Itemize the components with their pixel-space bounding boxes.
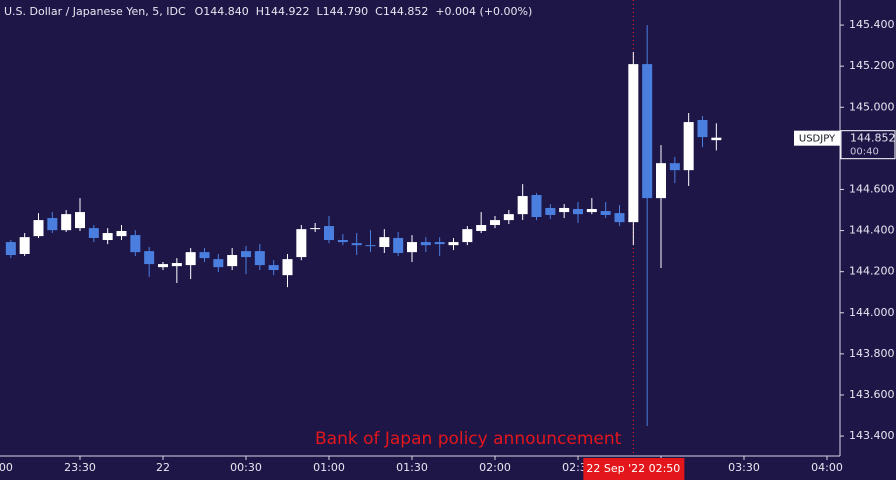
candle-body xyxy=(75,212,85,229)
y-tick-label: 145.200 xyxy=(849,59,895,72)
candle-body xyxy=(365,245,376,247)
candle-body xyxy=(241,251,251,258)
candle-body xyxy=(420,242,431,246)
x-tick-label: 01:00 xyxy=(313,461,345,474)
x-tick-label: 22 xyxy=(156,461,170,474)
y-tick-label: 143.800 xyxy=(849,347,895,360)
candle-body xyxy=(656,163,666,199)
candle-body xyxy=(351,243,362,246)
candle-body xyxy=(448,242,459,246)
candle-body xyxy=(296,229,307,258)
x-tick-label: 01:30 xyxy=(396,461,428,474)
candle-body xyxy=(545,207,556,215)
candle-body xyxy=(559,207,570,213)
y-tick-label: 145.000 xyxy=(849,100,895,113)
candle-body xyxy=(586,208,597,213)
candle-body xyxy=(61,214,72,231)
candle-body xyxy=(683,122,694,171)
candle-body xyxy=(282,259,293,276)
candle-body xyxy=(33,220,44,237)
chart-title: U.S. Dollar / Japanese Yen, 5, IDC xyxy=(4,5,186,18)
candle-body xyxy=(254,251,265,266)
symbol-tag-bg xyxy=(794,130,840,146)
x-tick-label: 02:00 xyxy=(479,461,511,474)
x-tick-label: 04:00 xyxy=(811,461,843,474)
countdown: 00:40 xyxy=(850,147,879,158)
candle-body xyxy=(130,235,141,253)
ohlc-value: +0.004 (+0.00%) xyxy=(435,5,532,18)
annotation: Bank of Japan policy announcement xyxy=(315,429,622,449)
y-tick-label: 144.400 xyxy=(849,224,895,237)
candle-body xyxy=(158,264,168,268)
candle-body xyxy=(227,255,238,267)
candle-body xyxy=(476,225,487,231)
candle-body xyxy=(324,226,334,241)
candle-body xyxy=(19,237,30,254)
candle-body xyxy=(47,218,58,231)
candle-body xyxy=(573,208,583,215)
candle-body xyxy=(116,230,127,237)
y-tick-label: 143.600 xyxy=(849,388,895,401)
candle-body xyxy=(199,252,210,259)
candle-body xyxy=(462,229,473,243)
candle-body xyxy=(642,64,653,199)
candle-body xyxy=(490,220,500,226)
candle-body xyxy=(310,228,321,230)
candle-body xyxy=(628,64,639,223)
candle-body xyxy=(5,242,16,256)
y-tick-label: 144.200 xyxy=(849,265,895,278)
candle-body xyxy=(669,163,680,171)
y-tick-label: 144.600 xyxy=(849,182,895,195)
candle-body xyxy=(185,252,196,266)
candle-body xyxy=(213,259,224,268)
candle-body xyxy=(407,242,417,253)
x-tick-label: 03:30 xyxy=(728,461,760,474)
candle-body xyxy=(393,237,404,253)
y-tick-label: 145.400 xyxy=(849,18,895,31)
candle-body xyxy=(600,211,611,215)
candle-body xyxy=(517,196,528,215)
ohlc-value: H144.922 xyxy=(256,5,310,18)
candle-body xyxy=(503,214,514,221)
candle-body xyxy=(268,265,279,271)
y-tick-label: 144.000 xyxy=(849,306,895,319)
candle-body xyxy=(379,237,390,248)
crosshair-label-bg xyxy=(583,458,685,480)
candle-body xyxy=(711,137,722,141)
candle-body xyxy=(88,228,99,238)
candle-body xyxy=(531,195,542,218)
ohlc-value: L144.790 xyxy=(317,5,369,18)
candle-body xyxy=(697,120,708,138)
candle-body xyxy=(614,213,625,223)
candle-body xyxy=(337,240,348,243)
candle-body xyxy=(102,233,113,241)
y-tick-label: 143.400 xyxy=(849,429,895,442)
ohlc-value: C144.852 xyxy=(375,5,428,18)
candle-body xyxy=(171,263,182,267)
symbol-tag: USDJPY xyxy=(799,134,836,145)
x-tick-label: 23:30 xyxy=(64,461,96,474)
price-tag: 144.852 xyxy=(850,132,896,145)
price-tag-bg xyxy=(840,130,896,160)
candle-body xyxy=(144,251,155,265)
crosshair-label: 22 Sep '22 02:50 xyxy=(586,462,680,475)
x-tick-label: 00:30 xyxy=(230,461,262,474)
x-tick-label: 23:00 xyxy=(0,461,13,474)
candle-body xyxy=(434,242,445,245)
ohlc-value: O144.840 xyxy=(195,5,249,18)
